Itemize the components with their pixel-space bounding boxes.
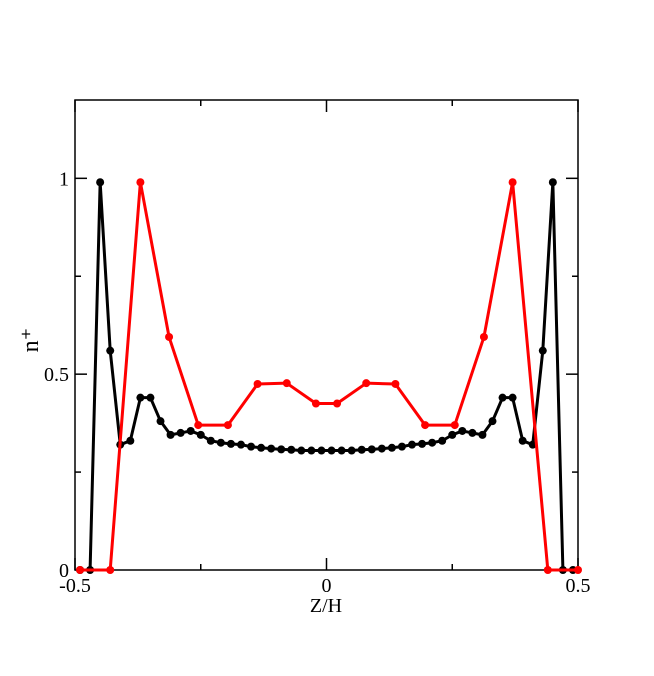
point [106, 346, 115, 355]
point [450, 421, 459, 430]
point [479, 332, 488, 341]
point [428, 438, 437, 447]
point [488, 417, 497, 426]
point [508, 178, 517, 187]
point [408, 440, 417, 449]
point [317, 446, 326, 455]
point [216, 438, 225, 447]
point [327, 446, 336, 455]
point [96, 178, 105, 187]
y-tick-label: 0.5 [44, 364, 69, 386]
point [458, 426, 467, 435]
point [166, 430, 175, 439]
x-tick-label: 0.5 [566, 575, 591, 597]
point [387, 443, 396, 452]
point [397, 442, 406, 451]
point [196, 430, 205, 439]
y-tick-label: 1 [59, 168, 69, 190]
point [337, 446, 346, 455]
point [548, 178, 557, 187]
point [287, 445, 296, 454]
point [226, 439, 235, 448]
point [362, 379, 371, 388]
point [223, 421, 232, 430]
series-line [80, 180, 573, 572]
point [194, 421, 203, 430]
point [282, 379, 291, 388]
point [165, 332, 174, 341]
point [421, 421, 430, 430]
point [297, 446, 306, 455]
point [106, 566, 115, 574]
point [146, 393, 155, 402]
x-axis-label: Z/H [310, 595, 342, 617]
point [247, 442, 256, 451]
point [574, 566, 582, 574]
point [307, 446, 316, 455]
point [367, 445, 376, 454]
point [478, 430, 487, 439]
point [126, 436, 135, 445]
point [186, 426, 195, 435]
point [418, 439, 427, 448]
point [538, 346, 547, 355]
point [508, 393, 517, 402]
point [136, 178, 145, 187]
point [543, 566, 552, 574]
point [448, 430, 457, 439]
point [236, 440, 245, 449]
point [391, 379, 400, 388]
point [528, 440, 537, 449]
point [136, 393, 145, 402]
point [357, 445, 366, 454]
plot-frame [74, 99, 579, 571]
point [498, 393, 507, 402]
x-tick-label: -0.5 [59, 575, 91, 597]
point [333, 399, 342, 408]
point [438, 436, 447, 445]
point [253, 379, 262, 388]
point [76, 566, 85, 574]
point [347, 446, 356, 455]
y-tick-label: 0 [59, 560, 69, 582]
point [156, 417, 165, 426]
point [311, 399, 320, 408]
y-axis-label: n⁺ [18, 328, 44, 353]
point [176, 428, 185, 437]
point [468, 428, 477, 437]
series-line [80, 180, 578, 572]
point [267, 444, 276, 453]
point [257, 443, 266, 452]
point [277, 445, 286, 454]
point [206, 436, 215, 445]
point [377, 444, 386, 453]
point [518, 436, 527, 445]
x-tick-label: 0 [322, 575, 332, 597]
